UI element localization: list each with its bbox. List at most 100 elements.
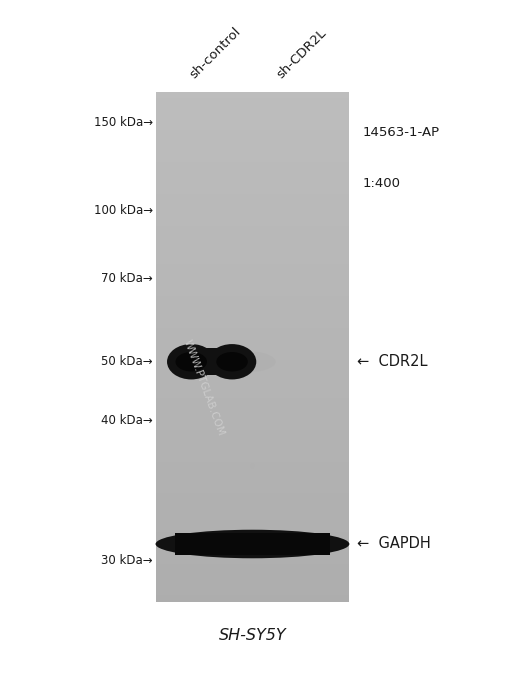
Bar: [155, 149, 349, 156]
Bar: [155, 455, 349, 462]
Text: 30 kDa→: 30 kDa→: [101, 554, 153, 568]
Bar: [155, 353, 349, 360]
Bar: [155, 105, 349, 111]
Text: 1:400: 1:400: [361, 177, 400, 190]
Bar: [155, 315, 349, 322]
Bar: [155, 366, 349, 373]
Bar: [155, 373, 349, 379]
Bar: [155, 258, 349, 264]
Bar: [155, 570, 349, 577]
Bar: [155, 213, 349, 219]
Bar: [155, 481, 349, 487]
Text: 100 kDa→: 100 kDa→: [94, 204, 153, 218]
Bar: [155, 290, 349, 296]
Text: WWW.PTGLAB.COM: WWW.PTGLAB.COM: [182, 338, 225, 437]
Text: SH-SY5Y: SH-SY5Y: [218, 628, 286, 643]
Ellipse shape: [208, 344, 256, 379]
Bar: [155, 443, 349, 449]
Bar: [175, 532, 329, 556]
Ellipse shape: [155, 530, 349, 558]
Bar: [155, 92, 349, 98]
Bar: [155, 175, 349, 181]
Ellipse shape: [167, 344, 215, 379]
Bar: [155, 411, 349, 417]
Bar: [155, 296, 349, 302]
Bar: [155, 532, 349, 538]
Bar: [155, 309, 349, 315]
Bar: [155, 130, 349, 137]
Ellipse shape: [217, 351, 275, 373]
Bar: [155, 577, 349, 583]
Bar: [155, 181, 349, 188]
Bar: [155, 328, 349, 334]
Bar: [155, 302, 349, 309]
Bar: [155, 251, 349, 258]
Bar: [155, 475, 349, 481]
Text: 40 kDa→: 40 kDa→: [101, 413, 153, 427]
Bar: [155, 487, 349, 494]
Bar: [155, 506, 349, 513]
Bar: [155, 564, 349, 570]
Bar: [155, 168, 349, 175]
Bar: [155, 98, 349, 105]
Ellipse shape: [250, 464, 253, 468]
Bar: [155, 468, 349, 475]
Bar: [155, 513, 349, 519]
Bar: [155, 143, 349, 149]
Bar: [155, 226, 349, 232]
Bar: [155, 525, 349, 532]
Bar: [155, 436, 349, 443]
Bar: [155, 283, 349, 290]
Bar: [155, 385, 349, 392]
Bar: [155, 117, 349, 124]
Bar: [155, 379, 349, 385]
Text: ←  CDR2L: ← CDR2L: [356, 354, 427, 369]
Text: sh-CDR2L: sh-CDR2L: [273, 27, 328, 82]
Bar: [155, 124, 349, 130]
Bar: [155, 232, 349, 239]
Bar: [155, 271, 349, 277]
Bar: [155, 596, 349, 602]
Bar: [155, 360, 349, 366]
Bar: [155, 392, 349, 398]
Bar: [155, 494, 349, 500]
Bar: [155, 545, 349, 551]
Bar: [155, 200, 349, 207]
Bar: [155, 430, 349, 436]
Bar: [155, 519, 349, 525]
Bar: [155, 264, 349, 270]
Bar: [155, 239, 349, 245]
Text: 50 kDa→: 50 kDa→: [101, 355, 153, 369]
Bar: [178, 348, 245, 375]
Bar: [155, 551, 349, 557]
Bar: [155, 321, 349, 328]
Bar: [155, 334, 349, 341]
Bar: [155, 589, 349, 596]
Bar: [155, 277, 349, 283]
Bar: [155, 398, 349, 404]
Bar: [155, 162, 349, 169]
Bar: [155, 538, 349, 545]
Bar: [155, 557, 349, 564]
Bar: [155, 404, 349, 411]
Ellipse shape: [175, 352, 207, 371]
Text: 14563-1-AP: 14563-1-AP: [361, 126, 438, 139]
Text: sh-control: sh-control: [187, 25, 243, 82]
Ellipse shape: [216, 352, 247, 371]
Bar: [155, 219, 349, 226]
Bar: [155, 137, 349, 143]
Text: ←  GAPDH: ← GAPDH: [356, 537, 430, 551]
Bar: [155, 245, 349, 251]
Text: 70 kDa→: 70 kDa→: [101, 272, 153, 286]
Bar: [155, 194, 349, 200]
Text: 150 kDa→: 150 kDa→: [94, 116, 153, 129]
Bar: [155, 449, 349, 455]
Bar: [155, 462, 349, 468]
Bar: [155, 423, 349, 430]
Bar: [155, 111, 349, 117]
Bar: [155, 417, 349, 423]
Bar: [155, 583, 349, 589]
Bar: [155, 156, 349, 162]
Bar: [155, 188, 349, 194]
Bar: [155, 347, 349, 353]
